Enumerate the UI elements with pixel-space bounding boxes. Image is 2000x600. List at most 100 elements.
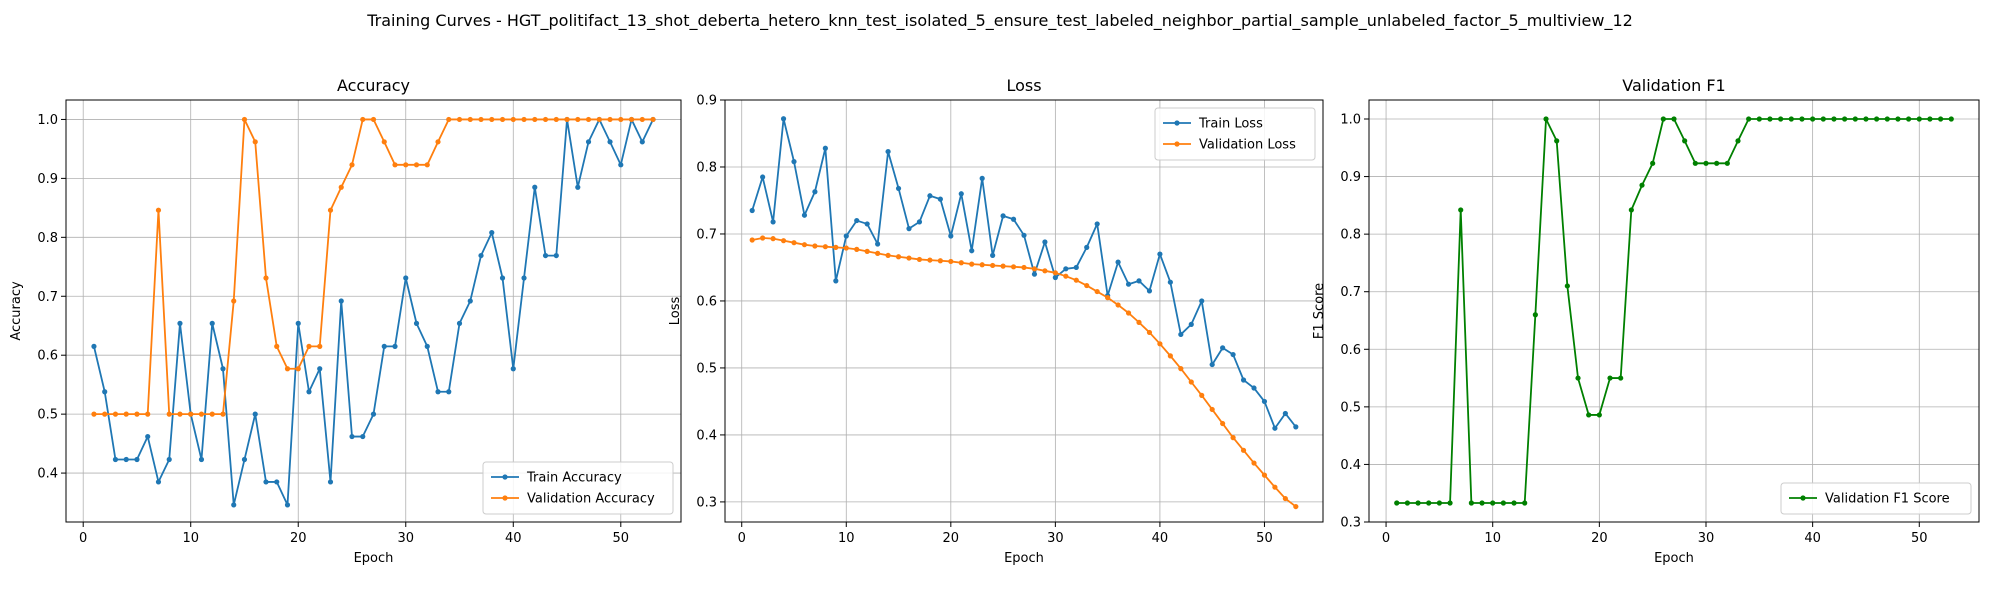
data-point bbox=[1125, 281, 1132, 287]
series-line bbox=[752, 237, 1297, 508]
legend-label: Validation Loss bbox=[1199, 138, 1296, 153]
data-point bbox=[542, 116, 549, 123]
y-tick-label: 0.5 bbox=[37, 408, 58, 423]
data-point bbox=[198, 456, 205, 463]
data-point bbox=[102, 389, 108, 395]
data-point bbox=[1220, 345, 1226, 351]
legend-box bbox=[1154, 107, 1316, 161]
data-point bbox=[1073, 264, 1079, 271]
data-point bbox=[916, 219, 923, 225]
data-point bbox=[1532, 312, 1538, 318]
data-point bbox=[1895, 116, 1901, 122]
data-point bbox=[1240, 377, 1247, 383]
y-tick-label: 0.5 bbox=[696, 361, 717, 376]
data-point bbox=[564, 116, 570, 123]
data-point bbox=[1272, 484, 1278, 490]
data-point bbox=[760, 174, 766, 180]
data-point bbox=[770, 219, 776, 225]
data-point bbox=[510, 116, 516, 123]
data-point bbox=[618, 162, 624, 168]
subplot-1: 0 10 20 30 40 50 0.4 0.5 0.6 0.7 0.8 0.9 1.0 Accuracy… bbox=[9, 76, 682, 566]
data-point bbox=[231, 298, 237, 304]
data-point bbox=[91, 411, 97, 417]
data-point bbox=[822, 244, 828, 250]
axes-frame bbox=[1368, 99, 1980, 523]
x-tick-label: 40 bbox=[1152, 531, 1169, 546]
data-point bbox=[532, 116, 538, 123]
data-point bbox=[895, 185, 902, 192]
data-point bbox=[489, 116, 495, 123]
data-point bbox=[263, 275, 269, 281]
data-point bbox=[1000, 263, 1006, 269]
data-point bbox=[413, 320, 420, 326]
data-point bbox=[1251, 460, 1257, 466]
data-point bbox=[575, 116, 581, 123]
data-point bbox=[1468, 500, 1474, 506]
data-point bbox=[456, 116, 463, 123]
data-point bbox=[1458, 207, 1464, 213]
x-tick-label: 20 bbox=[1591, 531, 1608, 546]
data-point bbox=[166, 456, 172, 463]
legend-box bbox=[1780, 482, 1972, 515]
axes-frame bbox=[724, 99, 1324, 523]
data-point bbox=[1543, 116, 1549, 122]
data-point bbox=[1031, 271, 1038, 277]
data-point bbox=[370, 116, 377, 123]
data-point bbox=[1447, 500, 1453, 506]
data-point bbox=[166, 411, 172, 417]
x-tick-label: 10 bbox=[838, 531, 855, 546]
data-point bbox=[1756, 116, 1762, 122]
data-point bbox=[1157, 251, 1163, 257]
data-point bbox=[1906, 116, 1912, 122]
data-point bbox=[875, 250, 881, 256]
data-point bbox=[381, 343, 387, 349]
data-point bbox=[639, 139, 645, 145]
data-point bbox=[446, 389, 452, 395]
data-point bbox=[791, 240, 797, 246]
y-tick-label: 0.8 bbox=[696, 160, 717, 175]
data-point bbox=[1157, 341, 1163, 347]
legend-label: Train Loss bbox=[1198, 117, 1263, 132]
data-point bbox=[370, 411, 377, 417]
data-point bbox=[1073, 277, 1079, 283]
y-tick-label: 0.4 bbox=[696, 428, 717, 443]
data-point bbox=[1938, 116, 1944, 122]
data-point bbox=[1671, 116, 1677, 122]
data-point bbox=[607, 116, 613, 123]
data-point bbox=[317, 343, 323, 349]
data-point bbox=[801, 242, 808, 248]
data-point bbox=[948, 258, 954, 265]
data-point bbox=[1199, 392, 1205, 398]
data-point bbox=[467, 298, 473, 304]
data-point bbox=[1511, 500, 1517, 506]
data-point bbox=[1586, 412, 1592, 418]
series-1 bbox=[1394, 116, 1954, 506]
x-tick-label: 0 bbox=[79, 531, 87, 546]
data-point bbox=[1282, 410, 1288, 417]
data-point bbox=[1767, 116, 1773, 122]
data-point bbox=[134, 456, 140, 463]
y-tick-label: 0.5 bbox=[1340, 400, 1361, 415]
data-point bbox=[1842, 116, 1848, 122]
data-point bbox=[1575, 375, 1581, 381]
legend-swatch-marker bbox=[1174, 141, 1180, 147]
data-point bbox=[424, 343, 430, 349]
data-point bbox=[979, 262, 985, 268]
data-point bbox=[338, 298, 344, 304]
data-point bbox=[1136, 278, 1142, 284]
data-point bbox=[1607, 375, 1613, 381]
data-point bbox=[1021, 232, 1027, 238]
data-point bbox=[812, 243, 818, 249]
legend-swatch-marker bbox=[1174, 120, 1180, 126]
data-point bbox=[596, 116, 602, 123]
y-axis-label: Accuracy bbox=[9, 281, 24, 341]
data-point bbox=[403, 275, 409, 281]
data-point bbox=[1916, 116, 1922, 122]
data-point bbox=[1042, 239, 1048, 245]
data-point bbox=[1639, 182, 1645, 188]
y-tick-label: 0.7 bbox=[1340, 285, 1361, 300]
y-tick-label: 0.8 bbox=[37, 231, 58, 246]
data-point bbox=[446, 116, 452, 123]
figure-suptitle: Training Curves - HGT_politifact_13_shot… bbox=[366, 11, 1633, 31]
data-point bbox=[1063, 266, 1069, 272]
